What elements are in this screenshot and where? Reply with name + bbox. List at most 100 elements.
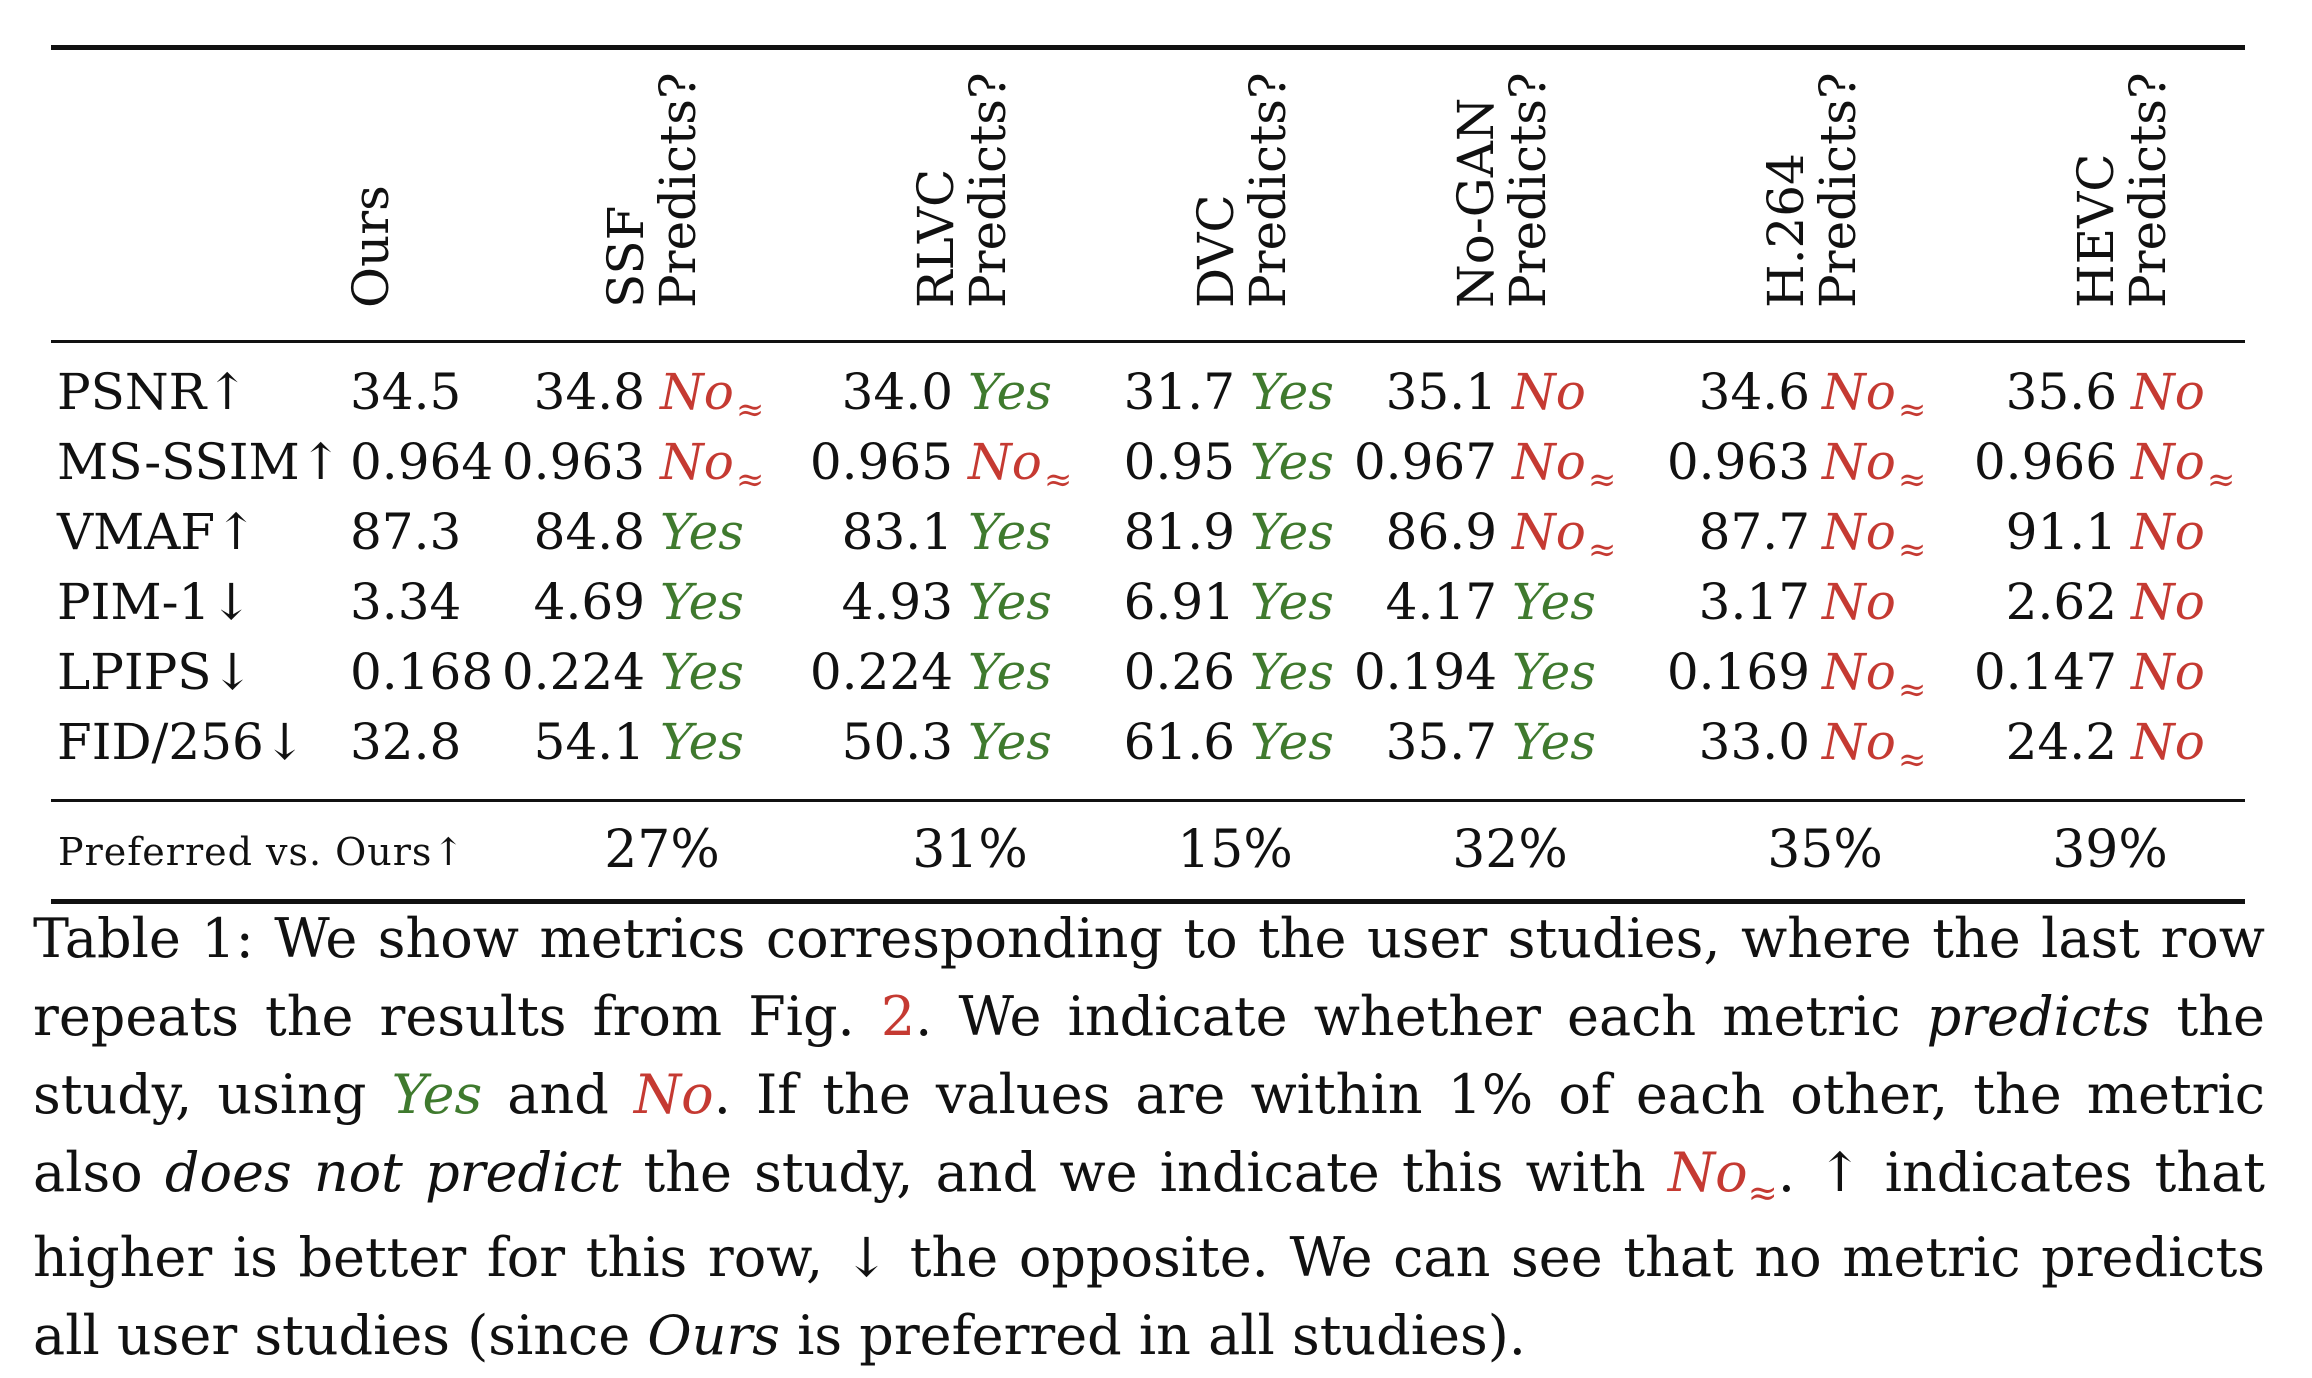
metric-value: 35.1 [1385,363,1497,421]
verdict-text: No [660,433,734,491]
verdict-text: No [1822,643,1896,701]
caption-approx-sub: ≈ [1747,1173,1778,1214]
verdict-text: Yes [1512,573,1596,631]
verdict-text: Yes [968,503,1052,561]
metric-value: 0.26 [1123,643,1235,701]
verdict-yes: Yes [1512,574,1596,630]
metric-value: 35.7 [1385,713,1497,771]
metric-value: 83.1 [841,503,953,561]
verdict-no-approx: No≈ [1512,503,1616,570]
metric-value: 34.8 [533,363,645,421]
table-mid-rule [51,799,2245,802]
metric-value: 6.91 [1123,573,1235,631]
caption-yes: Yes [391,1063,483,1126]
verdict-yes: Yes [660,644,744,700]
verdict-yes: Yes [1512,714,1596,770]
verdict-no: No [2131,574,2205,630]
caption-emphasis: predicts [1926,985,2151,1048]
caption-text: also [33,1141,165,1204]
verdict-text: No [2131,643,2205,701]
metric-value: 34.0 [841,363,953,421]
verdict-text: Yes [1250,643,1334,701]
row-metric-label: PIM-1↓ [57,573,253,631]
approx-subscript: ≈ [1587,460,1617,500]
verdict-text: No [1822,713,1896,771]
caption-emphasis: Ours [647,1304,780,1367]
caption-text: all user studies (since [33,1304,648,1367]
verdict-text: No [660,363,734,421]
column-header-sub: Predicts? [649,72,707,308]
verdict-yes: Yes [968,644,1052,700]
verdict-yes: Yes [1512,644,1596,700]
metric-value: 54.1 [533,713,645,771]
column-header-name: No-GAN [1447,97,1505,308]
verdict-yes: Yes [660,574,744,630]
column-header-sub: Predicts? [1499,72,1557,308]
table-bottom-rule [51,899,2245,904]
caption-text: and [482,1063,634,1126]
caption-text: is preferred in all studies). [779,1304,1526,1367]
column-header-dvc: DVC Predicts? [1187,72,1297,308]
metric-value: 33.0 [1698,713,1810,771]
caption-line-5: higher is better for this row, ↓ the opp… [33,1219,2265,1297]
verdict-yes: Yes [1250,504,1334,560]
metric-value: 50.3 [841,713,953,771]
verdict-text: Yes [1250,713,1334,771]
column-header-sub: Predicts? [1809,72,1867,308]
verdict-text: Yes [660,573,744,631]
metric-value: 81.9 [1123,503,1235,561]
ours-value: 32.8 [350,713,462,771]
approx-subscript: ≈ [735,460,765,500]
verdict-no-approx: No≈ [1512,434,1616,500]
verdict-text: No [1822,433,1896,491]
verdict-text: No [2131,573,2205,631]
verdict-no-approx: No≈ [1822,433,1926,500]
caption-text: . ↑ indicates that [1777,1141,2265,1204]
verdict-yes: Yes [1250,574,1334,630]
verdict-no: No [2131,364,2205,420]
verdict-text: Yes [1250,573,1334,631]
column-header-rlvc: RLVC Predicts? [907,72,1017,308]
caption-no-approx: No≈ [1668,1141,1778,1214]
row-metric-label: VMAF↑ [57,503,257,561]
verdict-no: No [1512,364,1586,420]
caption-text: Table 1: We show metrics corresponding t… [33,907,2265,970]
table-top-rule [51,45,2245,50]
verdict-no-approx: No≈ [1822,713,1926,780]
verdict-text: Yes [968,363,1052,421]
verdict-text: Yes [968,573,1052,631]
caption-line-2: repeats the results from Fig. 2. We indi… [33,978,2265,1056]
approx-subscript: ≈ [1897,530,1927,570]
preferred-value: 15% [1177,820,1293,880]
approx-subscript: ≈ [1897,460,1927,500]
column-header-sub: Predicts? [1239,72,1297,308]
verdict-yes: Yes [1250,644,1334,700]
preferred-value: 27% [604,820,720,880]
verdict-text: No [1512,503,1586,561]
ours-value: 0.168 [350,643,494,701]
preferred-value: 32% [1452,820,1568,880]
verdict-text: Yes [1512,713,1596,771]
metric-value: 4.93 [841,573,953,631]
caption-emphasis: does not predict [164,1141,622,1204]
verdict-text: Yes [660,643,744,701]
verdict-no: No [1822,574,1896,630]
metric-value: 0.169 [1666,643,1810,701]
verdict-text: No [1822,363,1896,421]
row-metric-label: PSNR↑ [57,363,249,421]
column-header-name: HEVC [2067,153,2125,308]
preferred-value: 35% [1767,820,1883,880]
metric-value: 0.963 [501,433,645,491]
row-metric-label: FID/256↓ [57,713,306,771]
verdict-text: No [1512,363,1586,421]
metric-value: 0.224 [501,643,645,701]
caption-line-6: all user studies (since Ours is preferre… [33,1297,2265,1375]
column-header-sub: Predicts? [959,72,1017,308]
verdict-yes: Yes [1250,714,1334,770]
figure-ref-link[interactable]: 2 [880,985,916,1048]
ours-value: 87.3 [350,503,462,561]
verdict-text: Yes [660,713,744,771]
approx-subscript: ≈ [1043,460,1073,500]
approx-subscript: ≈ [1897,390,1927,430]
metric-value: 35.6 [2005,363,2117,421]
